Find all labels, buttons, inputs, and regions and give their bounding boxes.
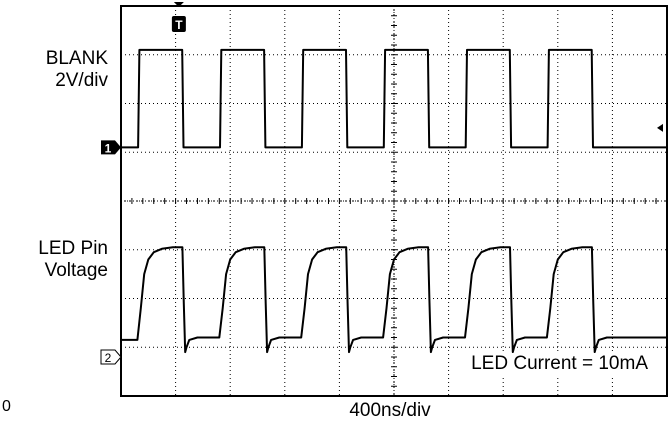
channel2-marker-label: 2 xyxy=(105,351,112,365)
channel1-scale: 2V/div xyxy=(55,70,108,91)
trace-led-pin-voltage xyxy=(121,246,667,354)
channel2-name-line2: Voltage xyxy=(44,260,108,281)
channel2-label: LED Pin Voltage xyxy=(0,238,108,282)
graticule xyxy=(120,5,668,397)
trigger-arrow-icon xyxy=(173,2,184,7)
channel1-name: BLANK xyxy=(45,48,108,69)
channel-markers: 1 2 T xyxy=(100,2,663,365)
timebase-label: 400ns/div xyxy=(349,400,431,421)
channel1-ground-marker xyxy=(101,140,121,155)
trigger-level-icon xyxy=(657,123,663,132)
waveform-traces xyxy=(121,48,667,354)
channel2-ground-marker xyxy=(100,349,122,365)
channel2-name-line1: LED Pin xyxy=(38,238,108,259)
trigger-marker-box xyxy=(171,16,186,32)
led-current-annotation: LED Current = 10mA xyxy=(468,353,651,375)
corner-readout: 0 xyxy=(2,398,11,415)
trigger-marker-label: T xyxy=(175,18,183,32)
trace-blank xyxy=(121,48,667,149)
channel1-marker-label: 1 xyxy=(105,141,112,155)
channel1-label: BLANK 2V/div xyxy=(0,48,108,92)
